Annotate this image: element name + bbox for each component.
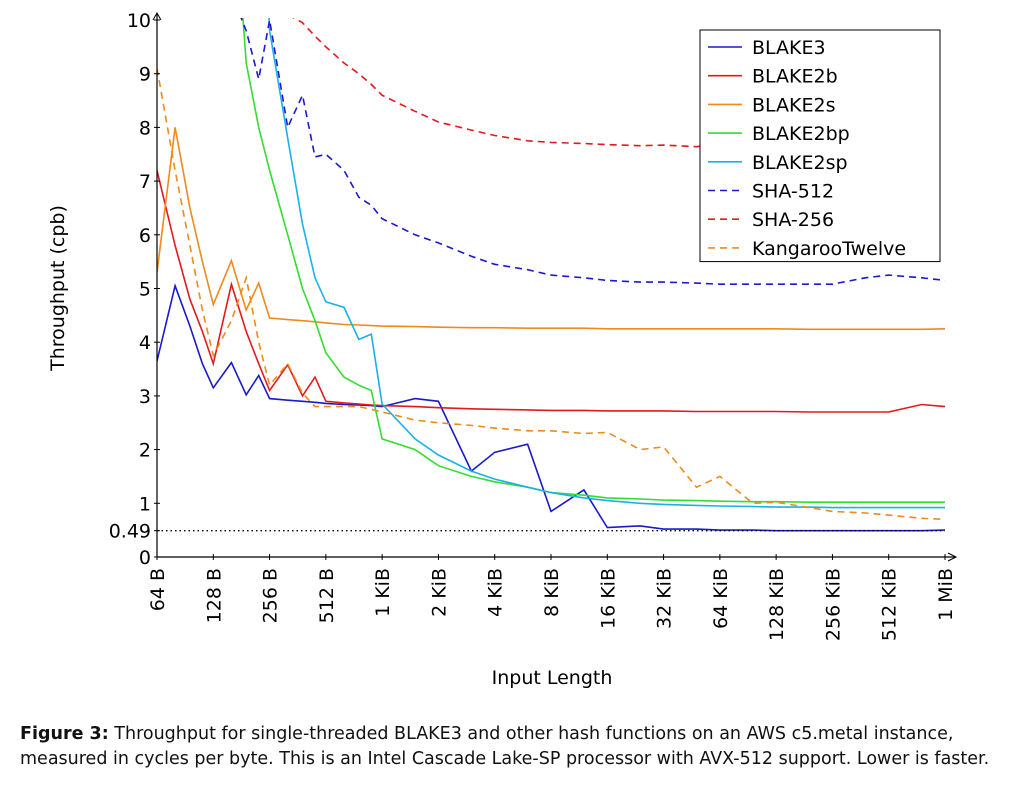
- series-line: [157, 283, 946, 532]
- y-tick-label: 0: [139, 547, 151, 569]
- x-tick-label: 64 KiB: [710, 568, 732, 629]
- x-tick-label: 32 KiB: [654, 568, 676, 629]
- x-tick-label: 256 KiB: [822, 568, 844, 641]
- x-tick-label: 4 KiB: [485, 568, 507, 617]
- x-axis-arrow: [947, 552, 958, 562]
- y-tick-label: 7: [139, 171, 151, 193]
- x-tick-label: 1 MiB: [935, 568, 957, 621]
- caption: Figure 3: Throughput for single-threaded…: [20, 722, 1005, 772]
- series-line: [242, 18, 945, 503]
- legend-label: BLAKE2s: [752, 94, 836, 116]
- y-tick-label: 10: [127, 10, 151, 32]
- y-tick-label: 2: [139, 440, 151, 462]
- series-line: [157, 127, 946, 331]
- y-tick-label: 6: [139, 225, 151, 247]
- x-tick-label: 512 KiB: [879, 568, 901, 641]
- x-tick-label: 8 KiB: [541, 568, 563, 617]
- legend-label: BLAKE2sp: [752, 152, 848, 174]
- y-tick-label: 9: [139, 64, 151, 86]
- caption-label: Figure 3:: [20, 724, 109, 744]
- x-tick-label: 128 KiB: [766, 568, 788, 641]
- x-axis-title: Input Length: [492, 667, 613, 689]
- chart: Input Length Throughput (cpb) 0 0.49 1 2 3 4 5…: [47, 10, 958, 689]
- legend-label: SHA-512: [752, 181, 834, 203]
- y-axis-title: Throughput (cpb): [47, 205, 69, 372]
- series-line: [292, 18, 945, 148]
- y-tick-label: 5: [139, 279, 151, 301]
- legend-label: BLAKE2b: [752, 66, 838, 88]
- caption-text: Throughput for single-threaded BLAKE3 an…: [20, 724, 990, 769]
- legend-label: BLAKE2bp: [752, 123, 850, 145]
- y-tick-label: 4: [139, 332, 151, 354]
- legend-label: SHA-256: [752, 209, 834, 231]
- y-tick-label: 1: [139, 493, 151, 515]
- legend-label: BLAKE3: [752, 37, 826, 59]
- legend-label: KangarooTwelve: [752, 238, 906, 260]
- x-tick-label: 128 B: [203, 568, 225, 623]
- x-tick-label: 256 B: [260, 568, 282, 623]
- x-tick-label: 16 KiB: [597, 568, 619, 629]
- series-line: [157, 68, 946, 521]
- x-tick-label: 512 B: [316, 568, 338, 623]
- x-tick-label: 1 KiB: [372, 568, 394, 617]
- y-axis-arrow: [152, 11, 162, 21]
- legend-box: [699, 29, 941, 263]
- x-tick-label: 2 KiB: [428, 568, 450, 617]
- x-tick-label: 64 B: [147, 568, 169, 611]
- y-tick-label: 3: [139, 386, 151, 408]
- series-line: [268, 18, 945, 509]
- y-tick-label: 8: [139, 117, 151, 139]
- series-line: [157, 170, 946, 413]
- y-tick-label: 0.49: [109, 521, 151, 543]
- series-line: [240, 18, 946, 285]
